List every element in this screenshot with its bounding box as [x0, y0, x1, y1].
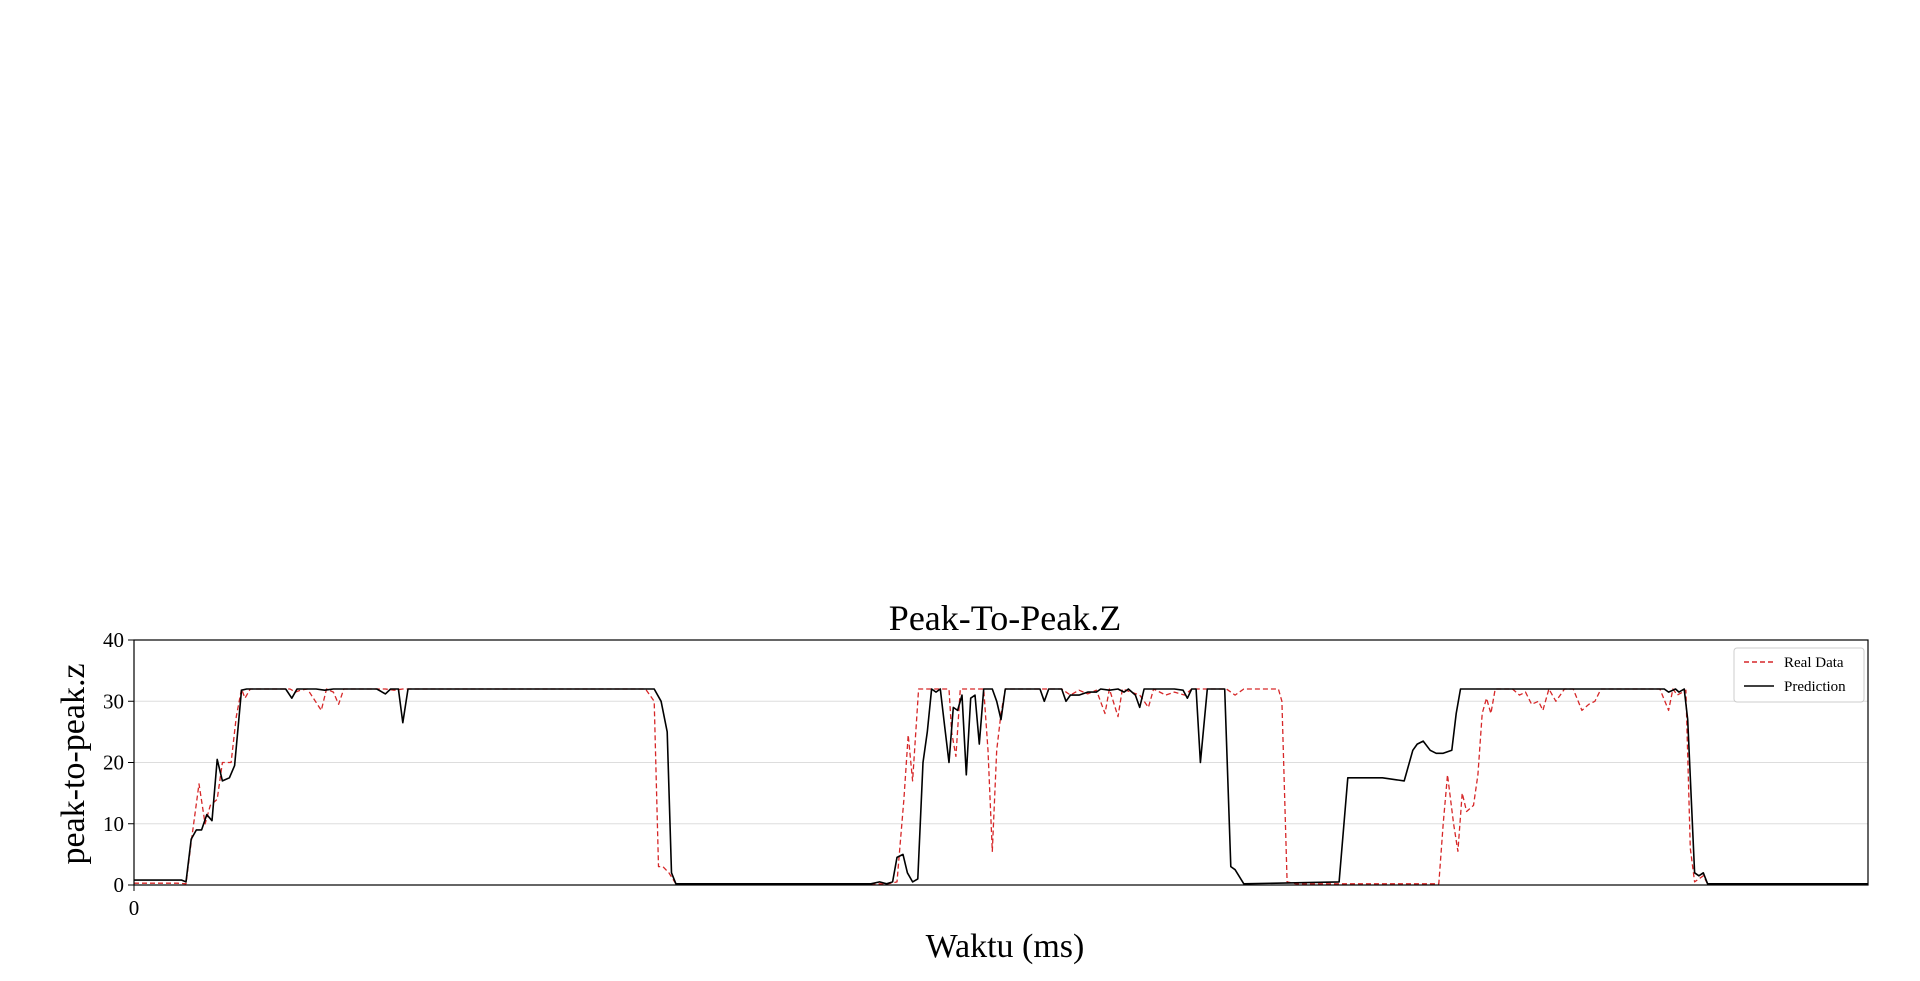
y-tick-label: 10 — [103, 812, 124, 836]
grid-lines — [134, 700, 1868, 825]
series-line-real-data — [134, 688, 1868, 885]
y-axis-label: peak-to-peak.z — [55, 663, 92, 864]
legend-label-prediction: Prediction — [1784, 679, 1846, 695]
series-line-prediction — [134, 688, 1868, 885]
series-layer — [134, 688, 1868, 885]
legend: Real Data Prediction — [1733, 647, 1865, 703]
y-tick-label: 0 — [114, 873, 125, 897]
legend-label-real-data: Real Data — [1784, 655, 1844, 671]
chart-title: Peak-To-Peak.Z — [889, 598, 1121, 638]
y-ticks: 0 10 20 30 40 — [103, 628, 134, 897]
x-axis-label: Waktu (ms) — [926, 928, 1085, 965]
legend-box — [1733, 647, 1865, 703]
y-tick-label: 20 — [103, 751, 124, 775]
y-tick-label: 40 — [103, 628, 124, 652]
y-tick-label: 30 — [103, 689, 124, 713]
x-tick-label: 0 — [129, 896, 140, 920]
x-ticks: 0 — [129, 885, 140, 920]
